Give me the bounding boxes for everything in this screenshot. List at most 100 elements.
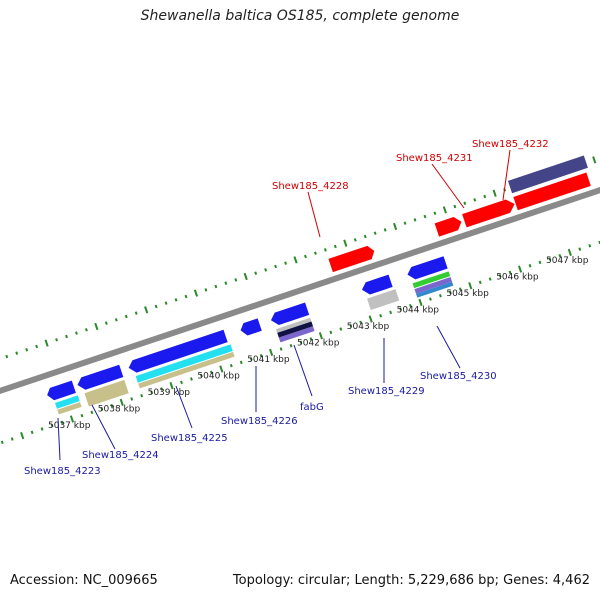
minor-tick (363, 234, 367, 239)
minor-tick (130, 397, 134, 401)
major-tick (293, 256, 298, 264)
minor-tick (349, 323, 353, 328)
gene-arrow-reverse (240, 318, 262, 336)
minor-tick (409, 303, 412, 308)
minor-tick (234, 278, 238, 282)
major-tick (368, 315, 373, 323)
major-tick (567, 248, 572, 257)
minor-tick (50, 423, 54, 428)
lower-tick-row (0, 240, 600, 445)
minor-tick (483, 194, 487, 199)
minor-tick (35, 344, 39, 349)
minor-tick (239, 360, 243, 365)
major-tick (418, 298, 423, 307)
minor-tick (25, 348, 29, 352)
minor-tick (279, 347, 283, 351)
minor-tick (254, 271, 258, 275)
minor-tick (110, 403, 114, 408)
minor-tick (314, 251, 317, 255)
minor-tick (359, 320, 363, 325)
major-tick (169, 382, 174, 390)
feature-band-blue (416, 281, 454, 298)
minor-tick (488, 277, 492, 281)
major-tick (468, 282, 473, 290)
reverse-gene-callouts: Shew185_4223 Shew185_4224 Shew185_4225 S… (24, 325, 497, 477)
callout-leader (175, 385, 193, 429)
minor-tick (224, 281, 228, 285)
minor-tick (538, 260, 542, 265)
minor-tick (259, 353, 263, 358)
major-tick (592, 156, 597, 164)
major-tick (94, 322, 99, 331)
minor-tick (339, 327, 343, 331)
minor-tick (508, 270, 512, 275)
kbp-scale-label: 5046 kbp (496, 273, 539, 283)
minor-tick (379, 313, 383, 318)
minor-tick (329, 330, 333, 335)
major-tick (442, 206, 447, 214)
minor-tick (578, 247, 582, 251)
minor-tick (309, 337, 313, 341)
major-tick (243, 272, 248, 281)
minor-tick (289, 343, 293, 348)
minor-tick (423, 214, 427, 219)
major-tick (193, 289, 199, 297)
minor-tick (134, 311, 138, 315)
minor-tick (558, 254, 562, 258)
gene-arrow-reverse (407, 256, 448, 280)
minor-tick (373, 231, 377, 235)
minor-tick (333, 244, 337, 249)
kbp-scale-label: 5045 kbp (446, 289, 489, 299)
track-group (0, 155, 600, 445)
feature-band-cyan (135, 344, 233, 383)
feature-band-purple (278, 326, 315, 343)
minor-tick (399, 307, 402, 311)
kbp-scale-label: 5047 kbp (546, 256, 589, 266)
minor-tick (5, 354, 9, 359)
minor-tick (140, 393, 144, 398)
callout-leader (436, 325, 461, 369)
minor-tick (209, 370, 213, 375)
minor-tick (104, 321, 108, 325)
gene-arrow-reverse (128, 329, 228, 373)
minor-tick (10, 437, 14, 441)
callout-leader (91, 404, 116, 450)
minor-tick (389, 310, 393, 315)
feature-band-gray (367, 289, 400, 311)
callout-leader (431, 163, 465, 209)
major-tick (343, 239, 348, 247)
minor-tick (353, 238, 357, 242)
kbp-scale-labels: 5037 kbp 5038 kbp 5039 kbp 5040 kbp 5041 kbp… (48, 256, 589, 431)
major-tick (393, 222, 398, 231)
minor-tick (249, 357, 253, 361)
minor-tick (65, 334, 68, 339)
minor-tick (383, 228, 387, 232)
genome-backbone (0, 174, 600, 409)
topology-summary: Topology: circular; Length: 5,229,686 bp… (232, 573, 590, 588)
callout-leader (57, 417, 61, 461)
minor-tick (438, 293, 442, 298)
minor-tick (154, 304, 158, 309)
gene-arrow-reverse (77, 364, 124, 390)
gene-arrow-forward (434, 216, 462, 237)
minor-tick (180, 380, 183, 385)
minor-tick (498, 273, 502, 278)
minor-tick (528, 264, 532, 268)
major-tick (219, 365, 224, 373)
minor-tick (184, 294, 188, 299)
minor-tick (473, 198, 477, 202)
major-tick (44, 339, 49, 347)
major-tick (492, 189, 497, 197)
feature-band-green (412, 271, 451, 289)
minor-tick (284, 261, 287, 265)
gene-arrow-reverse (361, 274, 393, 295)
minor-tick (30, 430, 34, 435)
minor-tick (463, 201, 467, 205)
gene-label-reverse: Shew185_4223 (24, 466, 101, 477)
minor-tick (304, 254, 307, 259)
kbp-scale-label: 5044 kbp (397, 306, 440, 316)
major-tick (20, 432, 25, 440)
minor-tick (0, 440, 4, 445)
